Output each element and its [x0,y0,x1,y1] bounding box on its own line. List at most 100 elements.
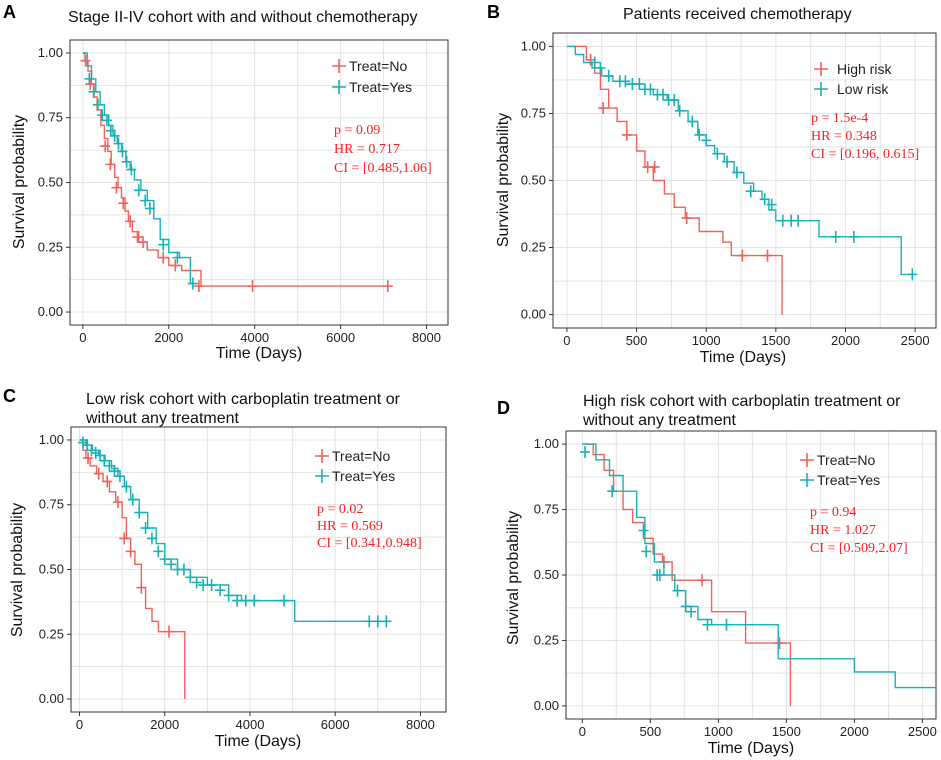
panel-d: D High risk cohort with carboplatin trea… [497,393,937,757]
panel-c-censor-mark-treat-yes [86,444,97,457]
panel-b-y-tick-label: 0.75 [521,105,546,120]
panel-b-censor-mark-high-risk [598,102,609,115]
panel-c-censor-mark-treat-yes [140,522,151,535]
panel-c-x-tick-label: 0 [76,717,83,732]
panel-b-censor-mark-low-risk [687,115,698,128]
panel-d-censor-mark-treat-yes [680,600,691,613]
panel-a-censor-mark-treat-yes [88,85,99,98]
panel-a-censor-mark-treat-no [105,158,116,171]
panel-c-x-tick-label: 6000 [321,717,350,732]
panel-c-censor-mark-treat-yes [364,615,375,628]
panel-d-ylabel: Survival probability [505,511,522,645]
panel-c-y-tick-label: 0.50 [39,562,64,577]
panel-a-x-tick-label: 8000 [412,330,441,345]
panel-c-censor-mark-treat-yes [134,506,145,519]
panel-c-censor-mark-treat-no [83,452,94,465]
panel-c-censor-mark-treat-yes [223,589,234,602]
panel-a-hazard-ratio: HR = 0.717 [334,142,400,157]
panel-a-censor-mark-treat-yes [144,202,155,215]
panel-a-x-tick-label: 2000 [154,330,183,345]
panel-c-y-tick-label: 0.00 [39,691,64,706]
panel-a-y-tick-label: 0.50 [38,175,63,190]
panel-a-censor-mark-treat-yes [158,238,169,251]
panel-b-censor-mark-low-risk [620,75,631,88]
legend-cross-icon [800,473,814,487]
panel-c-censor-mark-treat-yes [104,459,115,472]
legend-cross-icon [814,62,828,76]
panel-b-stats: p = 1.5e-4 HR = 0.348 CI = [0.196, 0.615… [811,111,919,162]
panel-c-censor-mark-treat-yes [279,594,290,607]
panel-d-y-tick-label: 0.50 [534,567,559,582]
panel-c-censor-mark-treat-yes [240,594,251,607]
panel-a-censor-mark-treat-no [158,251,169,264]
panel-a-censor-mark-treat-yes [172,251,183,264]
panel-b-censor-mark-high-risk [681,212,692,225]
panel-d-censor-mark-treat-yes [638,524,649,537]
panel-d-xlabel: Time (Days) [708,740,795,757]
panel-c-censor-mark-treat-yes [109,465,120,478]
panel-b-censor-mark-low-risk [731,166,742,179]
panel-a-p-value: p = 0.09 [334,123,380,138]
panel-a-censor-mark-treat-yes [121,155,132,168]
panel-a-censor-mark-treat-no [247,280,258,293]
panel-b-censor-mark-low-risk [634,77,645,90]
panel-a-x-tick-label: 6000 [326,330,355,345]
panel-b-x-tick-label: 2000 [831,333,860,348]
panel-b-title: Patients received chemotherapy [623,6,852,23]
panel-c-confidence-interval: CI = [0.341,0.948] [317,536,422,551]
panel-c-censor-mark-treat-yes [146,532,157,545]
panel-a-ylabel: Survival probability [11,115,28,249]
panel-a-censor-mark-treat-no [85,78,96,91]
panel-a-letter: A [3,2,16,22]
panel-c-censor-mark-treat-yes [94,449,105,462]
legend-cross-icon [332,59,346,73]
panel-c-stats: p = 0.02 HR = 0.569 CI = [0.341,0.948] [317,502,422,551]
panel-b-x-tick-label: 1500 [761,333,790,348]
panel-c-hazard-ratio: HR = 0.569 [317,519,383,534]
panel-c-title-line-2: without any treatment [85,410,240,427]
panel-b-legend-label-high-risk: High risk [837,61,892,77]
panel-b-x-tick-label: 0 [563,333,570,348]
panel-c-censor-mark-treat-yes [185,571,196,584]
panel-c-legend-label-no: Treat=No [332,448,390,464]
panel-b-x-tick-label: 2500 [901,333,930,348]
panel-d-censor-mark-treat-yes [607,485,618,498]
panel-a-censor-mark-treat-yes [97,109,108,122]
panel-c-censor-mark-treat-yes [77,436,88,449]
panel-b-censor-mark-low-risk [658,88,669,101]
panel-a-x-tick-label: 4000 [240,330,269,345]
panel-b-censor-mark-low-risk [595,61,606,74]
panel-d-censor-mark-treat-no [774,637,785,650]
panel-c-x-tick-label: 8000 [406,717,435,732]
panel-a-censor-mark-treat-yes [187,277,198,290]
panel-d-censor-mark-treat-yes [580,445,591,458]
panel-a-plot: 0.00 0.25 0.50 0.75 1.00 0 2000 4000 6000 8000 [38,39,449,345]
panel-b-xlabel: Time (Days) [700,349,787,366]
panel-b-y-tick-label: 0.00 [521,307,546,322]
panel-c-letter: C [3,386,16,406]
panel-d-censor-mark-treat-no [697,574,708,587]
panel-c-legend-no: Treat=No [315,448,390,464]
panel-a-y-tick-label: 0.00 [38,304,63,319]
panel-d-x-tick-label: 1000 [704,724,733,739]
panel-a-censor-mark-treat-no [132,230,143,243]
panel-a-censor-mark-treat-yes [113,137,124,150]
panel-c-censor-mark-treat-yes [381,615,392,628]
panel-b-censor-mark-low-risk [830,230,841,243]
panel-d-censor-mark-treat-yes [672,584,683,597]
panel-d-x-tick-label: 1500 [772,724,801,739]
panel-a-censor-mark-treat-yes [140,194,151,207]
panel-b-hazard-ratio: HR = 0.348 [811,129,877,144]
panel-a-censor-mark-treat-no [100,140,111,153]
panel-d-censor-mark-treat-yes [654,569,665,581]
panel-d-censor-mark-treat-yes [686,605,697,618]
panel-d-legend-no: Treat=No [800,452,875,468]
panel-d-censor-mark-treat-yes [641,545,652,558]
panel-a-censor-mark-treat-no [193,280,204,293]
panel-b-legend-high-risk: High risk [814,61,892,77]
panel-c-legend: Treat=No Treat=Yes [315,448,395,484]
panel-a-y-tick-label: 0.25 [38,239,63,254]
panel-b-censor-mark-high-risk [621,128,632,141]
panel-c-censor-mark-treat-yes [159,553,170,566]
